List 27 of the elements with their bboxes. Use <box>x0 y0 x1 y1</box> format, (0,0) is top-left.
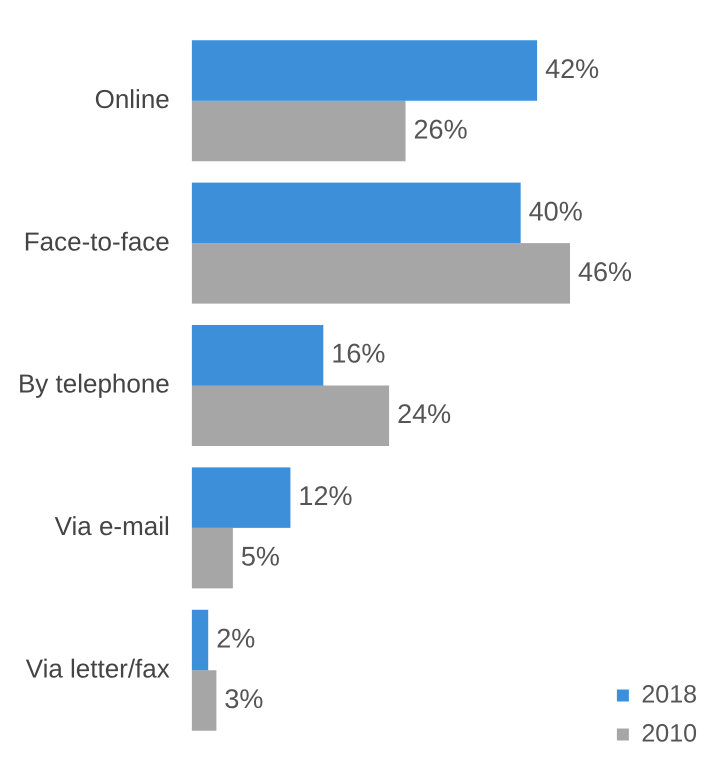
y-tick-label: Face-to-face <box>24 226 170 256</box>
bar <box>192 610 208 670</box>
data-label: 26% <box>414 114 468 144</box>
data-label: 46% <box>578 256 632 287</box>
legend-label: 2010 <box>641 719 698 748</box>
legend-label: 2018 <box>641 680 698 708</box>
data-label: 42% <box>545 54 600 84</box>
bar <box>192 100 406 162</box>
bar <box>192 324 324 386</box>
data-label: 2% <box>216 623 256 654</box>
bar <box>192 40 538 101</box>
y-tick-label: Via letter/fax <box>26 653 170 684</box>
data-label: 40% <box>528 196 583 226</box>
y-tick-label: By telephone <box>18 368 170 399</box>
data-label: 5% <box>240 542 280 572</box>
bar <box>192 528 233 588</box>
bar <box>192 467 290 528</box>
y-tick-label: Online <box>94 84 170 114</box>
bar <box>192 182 521 244</box>
bar <box>192 386 390 446</box>
bar <box>192 243 570 304</box>
data-label: 16% <box>331 338 386 369</box>
data-label: 24% <box>397 399 452 430</box>
bar <box>192 670 216 731</box>
data-label: 12% <box>298 481 352 512</box>
data-label: 3% <box>224 684 264 714</box>
y-tick-label: Via e-mail <box>54 511 170 542</box>
